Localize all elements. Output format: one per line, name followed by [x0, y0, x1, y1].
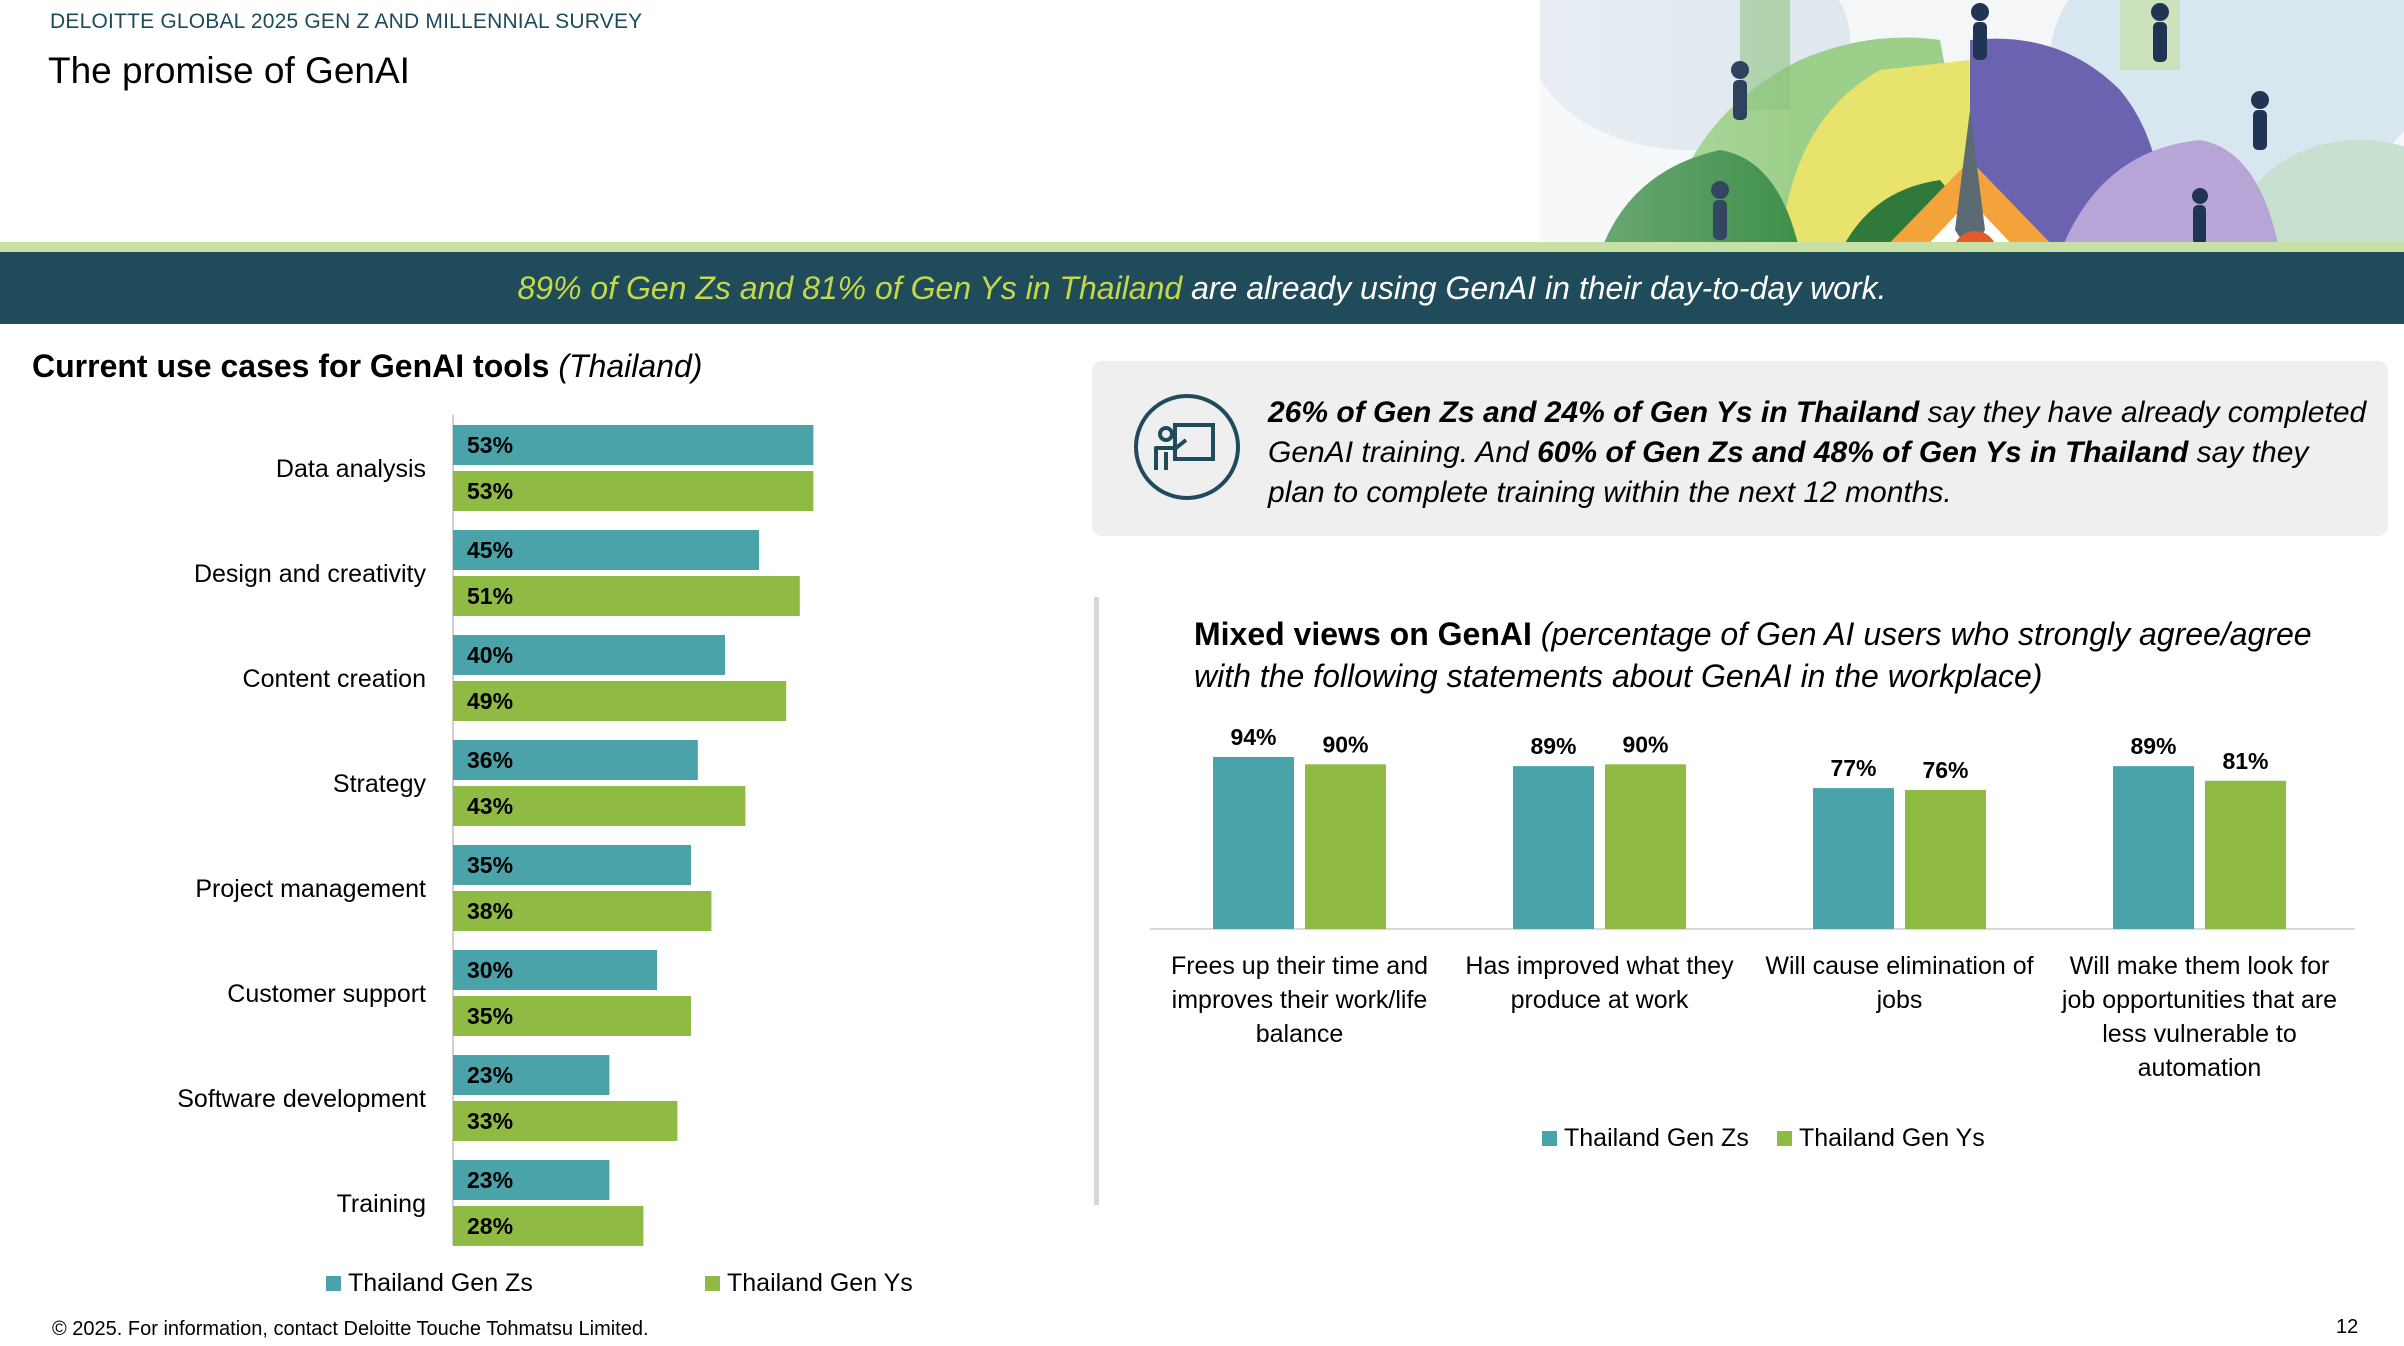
- left-chart-title: Current use cases for GenAI tools (Thail…: [32, 348, 702, 385]
- bar-gen-z: [453, 1055, 610, 1095]
- column-gen-z: [2113, 766, 2194, 929]
- page-title: The promise of GenAI: [48, 50, 410, 91]
- mixed-views-bar-chart: 94% 90% Frees up their time and improves th…: [1150, 724, 2355, 1152]
- right-chart-title-text: Mixed views on GenAI: [1194, 616, 1532, 652]
- bar-value-label: 23%: [467, 1167, 513, 1193]
- column-gen-y: [1905, 789, 1986, 929]
- legend-label: Thailand Gen Zs: [348, 1269, 533, 1297]
- column-value-label: 90%: [1622, 731, 1668, 757]
- column-value-label: 90%: [1322, 731, 1368, 757]
- bar-gen-y: [453, 576, 800, 616]
- bar-gen-y: [453, 786, 746, 826]
- bar-value-label: 45%: [467, 537, 513, 563]
- bar-value-label: 33%: [467, 1108, 513, 1134]
- right-chart-subtitle: (percentage of Gen AI users who strongly…: [1194, 616, 2312, 694]
- legend-swatch: [326, 1276, 341, 1291]
- bar-value-label: 23%: [467, 1062, 513, 1088]
- legend-label: Thailand Gen Zs: [1564, 1124, 1749, 1152]
- callout-text-2: say they plan to complete training withi…: [1268, 436, 2309, 509]
- bar-gen-y: [453, 1101, 678, 1141]
- callout-text: 26% of Gen Zs and 24% of Gen Ys in Thail…: [1268, 393, 2368, 513]
- header-fade: [900, 0, 1800, 253]
- category-label: Design and creativity: [194, 560, 427, 588]
- category-label: Project management: [195, 875, 426, 903]
- left-chart-title-text: Current use cases for GenAI tools: [32, 348, 550, 384]
- bar-gen-y: [453, 471, 814, 511]
- category-label: Data analysis: [276, 455, 426, 483]
- column-gen-y: [1605, 764, 1686, 929]
- bar-gen-z: [453, 635, 725, 675]
- banner-highlight: 89% of Gen Zs and 81% of Gen Ys in Thail…: [517, 270, 1183, 306]
- left-chart-subtitle: (Thailand): [558, 348, 703, 384]
- column-value-label: 76%: [1922, 757, 1968, 783]
- bar-gen-z: [453, 1160, 610, 1200]
- training-callout: [1092, 361, 2388, 536]
- bar-gen-z: [453, 950, 657, 990]
- column-gen-z: [1513, 766, 1594, 929]
- legend-label: Thailand Gen Ys: [727, 1269, 913, 1297]
- column-gen-z: [1213, 756, 1294, 929]
- column-gen-y: [2205, 780, 2286, 929]
- bar-gen-z: [453, 740, 698, 780]
- bar-gen-z: [453, 425, 814, 465]
- callout-text-1: say they have already completed GenAI tr…: [1268, 396, 2367, 469]
- bar-value-label: 40%: [467, 642, 513, 668]
- bar-value-label: 43%: [467, 793, 513, 819]
- banner-rest: are already using GenAI in their day-to-…: [1182, 270, 1887, 306]
- category-label: Software development: [177, 1085, 426, 1113]
- bar-value-label: 51%: [467, 583, 513, 609]
- bar-value-label: 28%: [467, 1213, 513, 1239]
- category-label: Content creation: [243, 665, 426, 693]
- section-divider: [1094, 597, 1099, 1205]
- bar-gen-z: [453, 845, 691, 885]
- column-value-label: 89%: [2130, 733, 2176, 759]
- bar-gen-z: [453, 530, 759, 570]
- copyright-footer: © 2025. For information, contact Deloitt…: [52, 1318, 649, 1340]
- bar-gen-y: [453, 681, 787, 721]
- bar-value-label: 30%: [467, 957, 513, 983]
- bar-gen-y: [453, 996, 691, 1036]
- category-label: Training: [337, 1190, 426, 1218]
- banner: [0, 252, 2404, 324]
- category-label: Customer support: [227, 980, 426, 1008]
- bar-value-label: 49%: [467, 688, 513, 714]
- category-label: Strategy: [333, 770, 427, 798]
- column-gen-z: [1813, 788, 1894, 929]
- survey-label: DELOITTE GLOBAL 2025 GEN Z AND MILLENNIA…: [50, 10, 643, 33]
- bar-value-label: 35%: [467, 852, 513, 878]
- category-label: Frees up their time and improves their wo…: [1171, 952, 1428, 1048]
- category-label: Has improved what they produce at work: [1465, 952, 1734, 1014]
- bar-value-label: 35%: [467, 1003, 513, 1029]
- callout-highlight-1: 26% of Gen Zs and 24% of Gen Ys in Thail…: [1268, 396, 1920, 429]
- training-presentation-icon: [1134, 394, 1240, 500]
- category-label: Will cause elimination of jobs: [1765, 952, 2033, 1014]
- legend-label: Thailand Gen Ys: [1799, 1124, 1985, 1152]
- bar-gen-y: [453, 1206, 644, 1246]
- banner-text: 89% of Gen Zs and 81% of Gen Ys in Thail…: [0, 252, 2404, 324]
- bar-value-label: 36%: [467, 747, 513, 773]
- column-value-label: 94%: [1230, 724, 1276, 750]
- column-value-label: 81%: [2222, 748, 2268, 774]
- column-value-label: 77%: [1830, 755, 1876, 781]
- legend-swatch: [705, 1276, 720, 1291]
- bar-value-label: 38%: [467, 898, 513, 924]
- bar-value-label: 53%: [467, 478, 513, 504]
- category-label: Will make them look for job opportunities…: [2061, 952, 2337, 1082]
- bar-gen-y: [453, 891, 712, 931]
- column-gen-y: [1305, 764, 1386, 929]
- legend-swatch: [1542, 1131, 1557, 1146]
- right-chart-title: Mixed views on GenAI (percentage of Gen …: [1194, 613, 2354, 697]
- page-number: 12: [2336, 1316, 2359, 1338]
- use-cases-bar-chart: Data analysis 53% 53% Design and creativity…: [177, 415, 913, 1297]
- column-value-label: 89%: [1530, 733, 1576, 759]
- callout-highlight-2: 60% of Gen Zs and 48% of Gen Ys in Thail…: [1537, 436, 2189, 469]
- legend-swatch: [1777, 1131, 1792, 1146]
- bar-value-label: 53%: [467, 432, 513, 458]
- banner-stripe: [0, 242, 2404, 252]
